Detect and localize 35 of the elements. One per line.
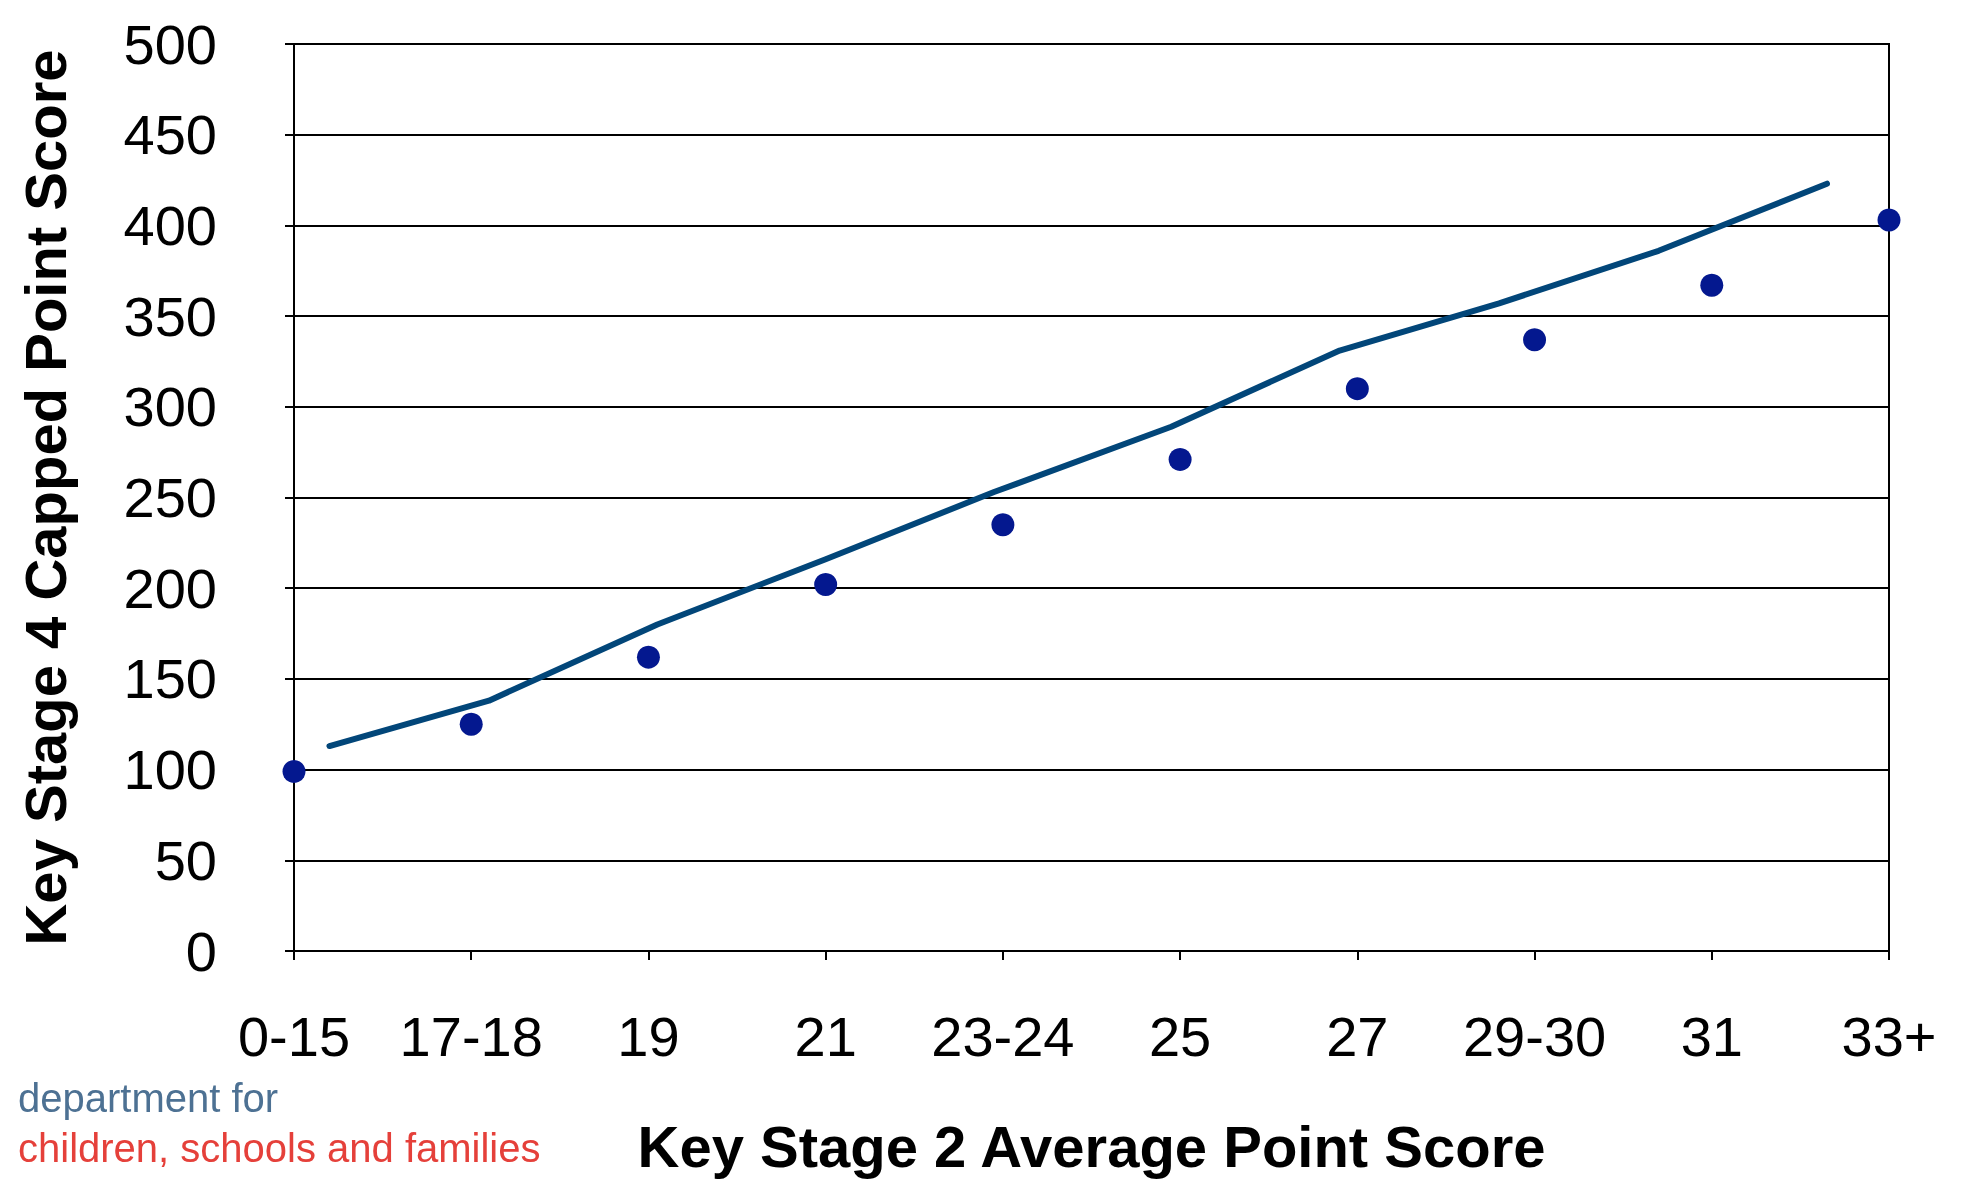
- x-tick-label: 29-30: [1462, 1004, 1607, 1068]
- text: department for: [18, 1076, 279, 1120]
- point: [282, 759, 306, 783]
- x-tick-label: 0-15: [237, 1004, 351, 1068]
- x-tick-label: 27: [1326, 1004, 1389, 1068]
- x-tick-label: 31: [1680, 1004, 1743, 1068]
- y-tick-label: 200: [123, 556, 217, 620]
- y-tick-label: 50: [154, 828, 217, 892]
- y-tick-label: 350: [123, 284, 217, 348]
- y-tick-label: 150: [123, 647, 217, 711]
- y-tick-label: 100: [123, 738, 217, 802]
- point: [1523, 328, 1547, 352]
- y-tick-label: 250: [123, 466, 217, 529]
- point: [814, 573, 838, 597]
- x-tick-label: 17-18: [399, 1004, 543, 1068]
- point: [1345, 377, 1369, 401]
- y-axis-title: Key Stage 4 Capped Point Score: [12, 49, 78, 946]
- x-tick-label: 21: [794, 1004, 857, 1068]
- point: [459, 712, 483, 736]
- y-tick-label: 450: [123, 103, 217, 167]
- y-tick-label: 0: [185, 919, 217, 983]
- text: children, schools and families: [18, 1126, 541, 1170]
- x-tick-label: 19: [617, 1004, 680, 1068]
- point: [1877, 208, 1901, 232]
- x-tick-label: 23-24: [931, 1004, 1075, 1068]
- y-tick-label: 400: [123, 193, 217, 257]
- y-tick-label: 300: [123, 375, 217, 439]
- x-axis-title: Key Stage 2 Average Point Score: [637, 1113, 1546, 1179]
- x-tick-label: 33+: [1841, 1004, 1937, 1068]
- point: [991, 513, 1015, 537]
- x-tick-label: 25: [1148, 1004, 1212, 1068]
- point: [636, 645, 660, 669]
- y-tick-label: 500: [123, 12, 217, 76]
- point: [1700, 273, 1724, 297]
- point: [1168, 447, 1192, 471]
